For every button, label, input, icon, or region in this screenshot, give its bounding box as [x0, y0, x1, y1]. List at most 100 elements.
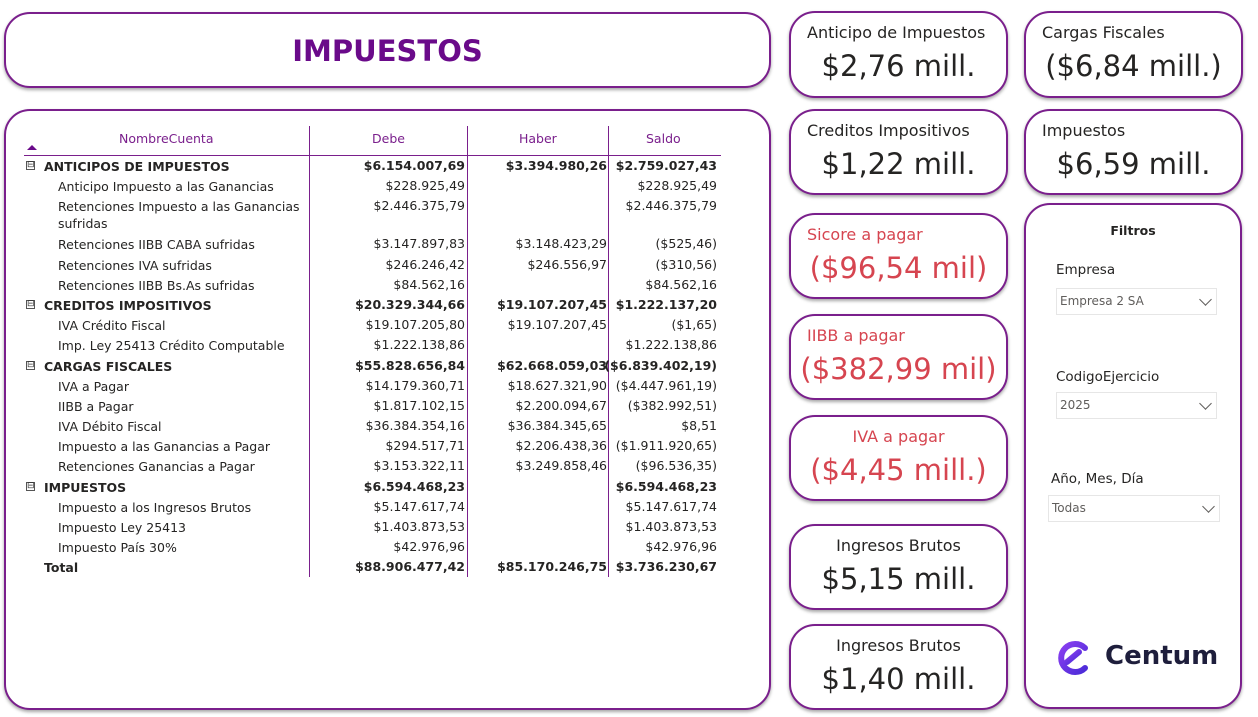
table-row[interactable]: IVA a Pagar $14.179.360,71 $18.627.321,90 (…: [24, 376, 721, 396]
accounts-matrix: NombreCuenta Debe Haber Saldo ⊟ ANTICIPOS…: [24, 126, 721, 578]
table-row[interactable]: Impuesto a las Ganancias a Pagar $294.517…: [24, 436, 721, 456]
fecha-label: Año, Mes, Día: [1051, 471, 1144, 487]
collapse-icon[interactable]: ⊟: [26, 160, 35, 170]
table-row[interactable]: Impuesto a los Ingresos Brutos $5.147.617…: [24, 497, 721, 517]
card-label: IIBB a pagar: [807, 326, 905, 345]
card-anticipo-impuestos: Anticipo de Impuestos $2,76 mill.: [789, 11, 1008, 98]
table-row[interactable]: IVA Débito Fiscal $36.384.354,16 $36.384.3…: [24, 416, 721, 436]
saldo-cell: $2.759.027,43: [615, 158, 717, 173]
accounts-matrix-panel: NombreCuenta Debe Haber Saldo ⊟ ANTICIPOS…: [4, 109, 771, 710]
account-name: IVA a Pagar: [58, 378, 129, 394]
card-iva-a-pagar: IVA a pagar ($4,45 mill.): [789, 415, 1008, 501]
debe-cell: $42.976,96: [393, 539, 465, 555]
group-row[interactable]: ⊟ IMPUESTOS $6.594.468,23 $6.594.468,23: [24, 477, 721, 497]
debe-cell: $246.246,42: [385, 256, 465, 272]
saldo-cell: ($1.911.920,65): [615, 438, 717, 454]
account-name: Retenciones Ganancias a Pagar: [58, 459, 255, 475]
account-name: Retenciones Impuesto a las Ganancias suf…: [58, 199, 300, 232]
table-row[interactable]: Impuesto País 30% $42.976,96 $42.976,96: [24, 537, 721, 557]
header-saldo[interactable]: Saldo: [646, 131, 681, 146]
saldo-cell: ($1,65): [671, 317, 717, 333]
table-row[interactable]: Retenciones Ganancias a Pagar $3.153.322,…: [24, 456, 721, 476]
table-row[interactable]: Imp. Ley 25413 Crédito Computable $1.222.…: [24, 335, 721, 355]
haber-cell: $18.627.321,90: [507, 377, 607, 393]
codigo-ejercicio-selected-value: 2025: [1060, 398, 1091, 412]
codigo-ejercicio-label: CodigoEjercicio: [1056, 369, 1160, 385]
table-row[interactable]: IVA Crédito Fiscal $19.107.205,80 $19.107.…: [24, 315, 721, 335]
debe-cell: $6.594.468,23: [363, 478, 465, 494]
account-name: IMPUESTOS: [44, 479, 127, 495]
saldo-cell: ($310,56): [655, 256, 717, 272]
debe-cell: $3.153.322,11: [373, 458, 465, 474]
debe-cell: $36.384.354,16: [365, 418, 465, 434]
saldo-cell: $2.446.375,79: [625, 198, 717, 214]
total-row[interactable]: Total $88.906.477,42 $85.170.246,75 $3.736.…: [24, 557, 721, 577]
collapse-icon[interactable]: ⊟: [26, 298, 35, 309]
haber-cell: $19.107.207,45: [507, 317, 607, 333]
debe-cell: $20.329.344,66: [355, 296, 465, 312]
debe-cell: $19.107.205,80: [365, 317, 465, 333]
debe-cell: $1.817.102,15: [373, 397, 465, 413]
logo-text: Centum: [1105, 641, 1219, 671]
saldo-cell: $6.594.468,23: [615, 478, 717, 494]
card-label: Ingresos Brutos: [836, 636, 961, 655]
debe-cell: $1.222.138,86: [373, 337, 465, 353]
card-value: $1,22 mill.: [821, 147, 976, 181]
saldo-cell: ($525,46): [655, 236, 717, 252]
card-value: $1,40 mill.: [821, 662, 976, 696]
saldo-cell: $228.925,49: [637, 178, 717, 194]
column-divider: [309, 126, 310, 577]
card-label: Sicore a pagar: [807, 225, 923, 244]
account-name: Anticipo Impuesto a las Ganancias: [58, 179, 274, 195]
saldo-cell: ($6.839.402,19): [604, 357, 717, 373]
card-label: Cargas Fiscales: [1042, 23, 1165, 42]
table-row[interactable]: Retenciones IIBB Bs.As sufridas $84.562,1…: [24, 275, 721, 295]
header-haber[interactable]: Haber: [519, 131, 557, 146]
empresa-label: Empresa: [1056, 262, 1116, 278]
table-row[interactable]: Retenciones Impuesto a las Ganancias suf…: [24, 196, 721, 234]
codigo-ejercicio-dropdown[interactable]: 2025: [1056, 392, 1217, 419]
account-name: Impuesto País 30%: [58, 540, 177, 556]
title-panel: IMPUESTOS: [4, 12, 771, 88]
saldo-cell: $8,51: [681, 418, 717, 434]
table-row[interactable]: Anticipo Impuesto a las Ganancias $228.92…: [24, 176, 721, 196]
saldo-cell: ($96.536,35): [635, 458, 717, 474]
card-iibb-a-pagar: IIBB a pagar ($382,99 mil): [789, 314, 1008, 400]
table-row[interactable]: Retenciones IIBB CABA sufridas $3.147.897…: [24, 234, 721, 254]
collapse-icon[interactable]: ⊟: [26, 480, 35, 491]
account-name: Impuesto a las Ganancias a Pagar: [58, 439, 271, 455]
saldo-cell: $5.147.617,74: [625, 498, 717, 514]
card-sicore-a-pagar: Sicore a pagar ($96,54 mil): [789, 213, 1008, 299]
haber-cell: $3.394.980,26: [505, 158, 607, 173]
saldo-cell: $1.222.137,20: [615, 296, 717, 312]
debe-cell: $55.828.656,84: [355, 357, 465, 373]
debe-cell: $228.925,49: [385, 178, 465, 194]
empresa-dropdown[interactable]: Empresa 2 SA: [1056, 288, 1217, 315]
card-value: $5,15 mill.: [821, 562, 976, 596]
fecha-dropdown[interactable]: Todas: [1048, 495, 1220, 522]
collapse-icon[interactable]: ⊟: [26, 359, 35, 370]
group-row[interactable]: ⊟ CARGAS FISCALES $55.828.656,84 $62.668.05…: [24, 356, 721, 376]
haber-cell: $36.384.345,65: [507, 418, 607, 434]
header-nombrecuenta[interactable]: NombreCuenta: [119, 131, 214, 146]
table-row[interactable]: IIBB a Pagar $1.817.102,15 $2.200.094,67 ($…: [24, 396, 721, 416]
saldo-cell: ($382.992,51): [627, 397, 717, 413]
debe-cell: $2.446.375,79: [373, 198, 465, 214]
group-row[interactable]: ⊟ ANTICIPOS DE IMPUESTOS $6.154.007,69 $3.3…: [24, 156, 721, 176]
table-row[interactable]: Retenciones IVA sufridas $246.246,42 $246.…: [24, 255, 721, 275]
haber-cell: $246.556,97: [527, 256, 607, 272]
account-name: Retenciones IIBB CABA sufridas: [58, 237, 255, 253]
haber-cell: $62.668.059,03: [497, 357, 607, 373]
column-divider: [608, 126, 609, 577]
haber-cell: $2.200.094,67: [515, 397, 607, 413]
table-row[interactable]: Impuesto Ley 25413 $1.403.873,53 $1.403.87…: [24, 517, 721, 537]
debe-cell: $1.403.873,53: [373, 519, 465, 534]
chevron-down-icon: [1199, 293, 1212, 306]
header-debe[interactable]: Debe: [372, 131, 405, 146]
sort-ascending-icon[interactable]: [27, 145, 37, 150]
account-name: Impuesto a los Ingresos Brutos: [58, 499, 252, 515]
matrix-body: ⊟ ANTICIPOS DE IMPUESTOS $6.154.007,69 $3.3…: [24, 156, 721, 578]
group-row[interactable]: ⊟ CREDITOS IMPOSITIVOS $20.329.344,66 $19.1…: [24, 295, 721, 315]
haber-cell: $2.206.438,36: [515, 438, 607, 454]
account-name: Impuesto Ley 25413: [58, 520, 187, 535]
